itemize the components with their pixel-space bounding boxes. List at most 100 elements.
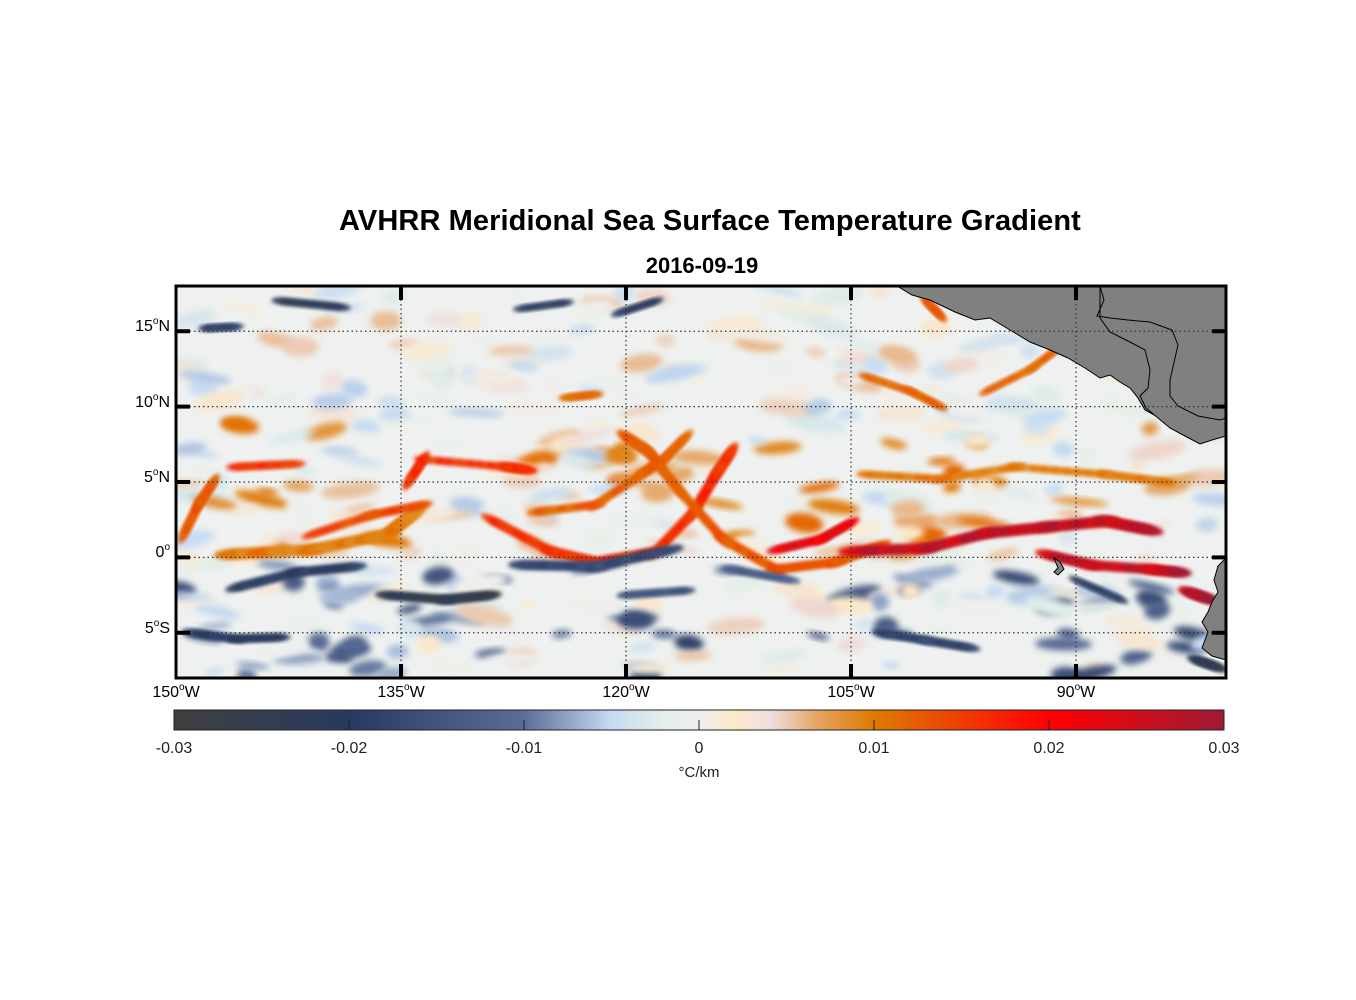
field-cell [450, 544, 482, 565]
field-cell [634, 594, 663, 614]
field-cell [254, 641, 310, 659]
field-cell [987, 548, 1019, 561]
field-cell [651, 629, 677, 639]
colorbar-tick-label: -0.03 [155, 740, 193, 757]
field-cell [1024, 596, 1079, 619]
neg-front-17n-c [648, 297, 664, 305]
axis-ticks [176, 286, 1226, 678]
tick-number: 15 [135, 318, 153, 336]
field-cell [431, 441, 468, 450]
x-tick-label: 90oW [1036, 682, 1116, 702]
field-cell [523, 325, 575, 345]
field-cell [655, 333, 676, 347]
field-cell [291, 465, 316, 477]
field-cell [918, 318, 952, 338]
field-cell [504, 398, 561, 417]
field-cell [807, 317, 859, 338]
field-cell [842, 522, 882, 537]
field-cell [870, 593, 890, 611]
field-cell [221, 416, 260, 434]
hemisphere: S [159, 619, 170, 637]
x-tick-label: 135oW [361, 682, 441, 702]
field-cell [312, 393, 353, 410]
tick-number: 105 [827, 684, 855, 701]
field-cell [1052, 442, 1075, 457]
field-cell [1044, 484, 1064, 495]
field-cell [939, 399, 995, 421]
neg-front-110w [781, 576, 801, 584]
field-cell [321, 481, 380, 499]
field-cell [644, 364, 701, 383]
neg-front-17n-b [558, 299, 574, 306]
field-cell [319, 589, 359, 605]
field-cell [927, 457, 956, 465]
y-tick-label: 10oN [110, 392, 170, 412]
degree-symbol: o [179, 682, 185, 693]
field-cell [707, 316, 763, 331]
field-cell [256, 534, 277, 545]
field-cell [1195, 517, 1218, 532]
field-cell [189, 646, 209, 655]
hemisphere: W [409, 684, 425, 701]
chart-subtitle: 2016-09-19 [645, 253, 759, 278]
field-cell [734, 534, 768, 549]
field-cell [608, 392, 640, 409]
x-tick-label: 105oW [811, 682, 891, 702]
field-cell [958, 334, 1014, 353]
field-cell [838, 348, 867, 360]
front-130w-6n [518, 466, 539, 474]
field-cell [502, 473, 541, 489]
field-cell [1192, 492, 1226, 507]
x-tick-label: 120oW [586, 682, 666, 702]
field-cell [674, 634, 704, 652]
field-cell [684, 375, 706, 383]
field-cell [386, 644, 409, 659]
field-cell [805, 347, 826, 358]
field-cell [283, 481, 314, 492]
field-cell [1113, 630, 1163, 652]
field-cell [675, 530, 699, 538]
field-cell [924, 390, 963, 405]
colorbar-tick-label: -0.01 [505, 740, 543, 757]
galapagos-island [1052, 556, 1065, 576]
field-cell [620, 353, 663, 373]
field-cell [192, 603, 241, 619]
field-cell [864, 553, 890, 572]
field-cell [985, 584, 1005, 599]
field-cell [998, 486, 1035, 499]
field-cell [349, 622, 385, 634]
field-cell [970, 349, 1008, 365]
field-cell [340, 379, 368, 398]
neg-front-3s [479, 591, 503, 600]
field-cell [551, 629, 572, 639]
field-cell [570, 299, 614, 317]
equatorial-front [1138, 525, 1164, 536]
field-cell [583, 528, 615, 548]
field-cell [415, 357, 452, 375]
field-cell [237, 668, 257, 678]
central-america-land-east [1096, 286, 1226, 445]
front-10n [588, 391, 604, 398]
field-cell [956, 518, 1011, 528]
field-cell [267, 393, 298, 404]
neg-front-se [1209, 663, 1226, 672]
tick-number: 10 [135, 393, 153, 411]
field-cell [350, 419, 381, 433]
field-cell [1141, 421, 1159, 436]
field-cell [559, 453, 595, 470]
field-cell [691, 461, 716, 475]
colorbar [173, 709, 1225, 731]
tick-number: 0 [155, 544, 165, 562]
field-cell [418, 395, 453, 406]
field-cell [257, 560, 298, 570]
degree-symbol: o [854, 682, 860, 693]
field-cell [559, 429, 616, 444]
field-cell [462, 382, 491, 392]
tiw-front-120w [724, 442, 738, 462]
field-cell [1103, 616, 1145, 626]
field-cell [397, 604, 422, 615]
hemisphere: N [158, 318, 170, 336]
field-cell [932, 589, 952, 609]
field-cell [321, 447, 359, 456]
field-cell [230, 505, 261, 515]
